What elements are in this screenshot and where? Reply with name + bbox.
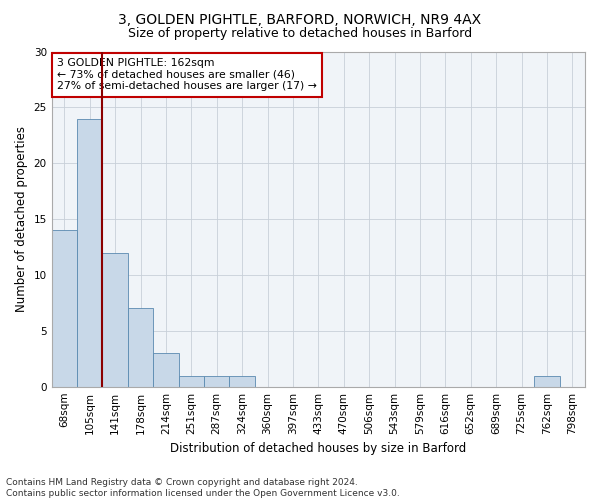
X-axis label: Distribution of detached houses by size in Barford: Distribution of detached houses by size … xyxy=(170,442,466,455)
Bar xyxy=(534,376,560,386)
Text: Size of property relative to detached houses in Barford: Size of property relative to detached ho… xyxy=(128,28,472,40)
Bar xyxy=(179,376,204,386)
Text: 3 GOLDEN PIGHTLE: 162sqm
← 73% of detached houses are smaller (46)
27% of semi-d: 3 GOLDEN PIGHTLE: 162sqm ← 73% of detach… xyxy=(57,58,317,92)
Bar xyxy=(128,308,153,386)
Bar xyxy=(103,252,128,386)
Bar xyxy=(153,353,179,386)
Bar xyxy=(52,230,77,386)
Bar xyxy=(77,118,103,386)
Bar xyxy=(204,376,229,386)
Y-axis label: Number of detached properties: Number of detached properties xyxy=(15,126,28,312)
Text: Contains HM Land Registry data © Crown copyright and database right 2024.
Contai: Contains HM Land Registry data © Crown c… xyxy=(6,478,400,498)
Text: 3, GOLDEN PIGHTLE, BARFORD, NORWICH, NR9 4AX: 3, GOLDEN PIGHTLE, BARFORD, NORWICH, NR9… xyxy=(118,12,482,26)
Bar xyxy=(229,376,255,386)
